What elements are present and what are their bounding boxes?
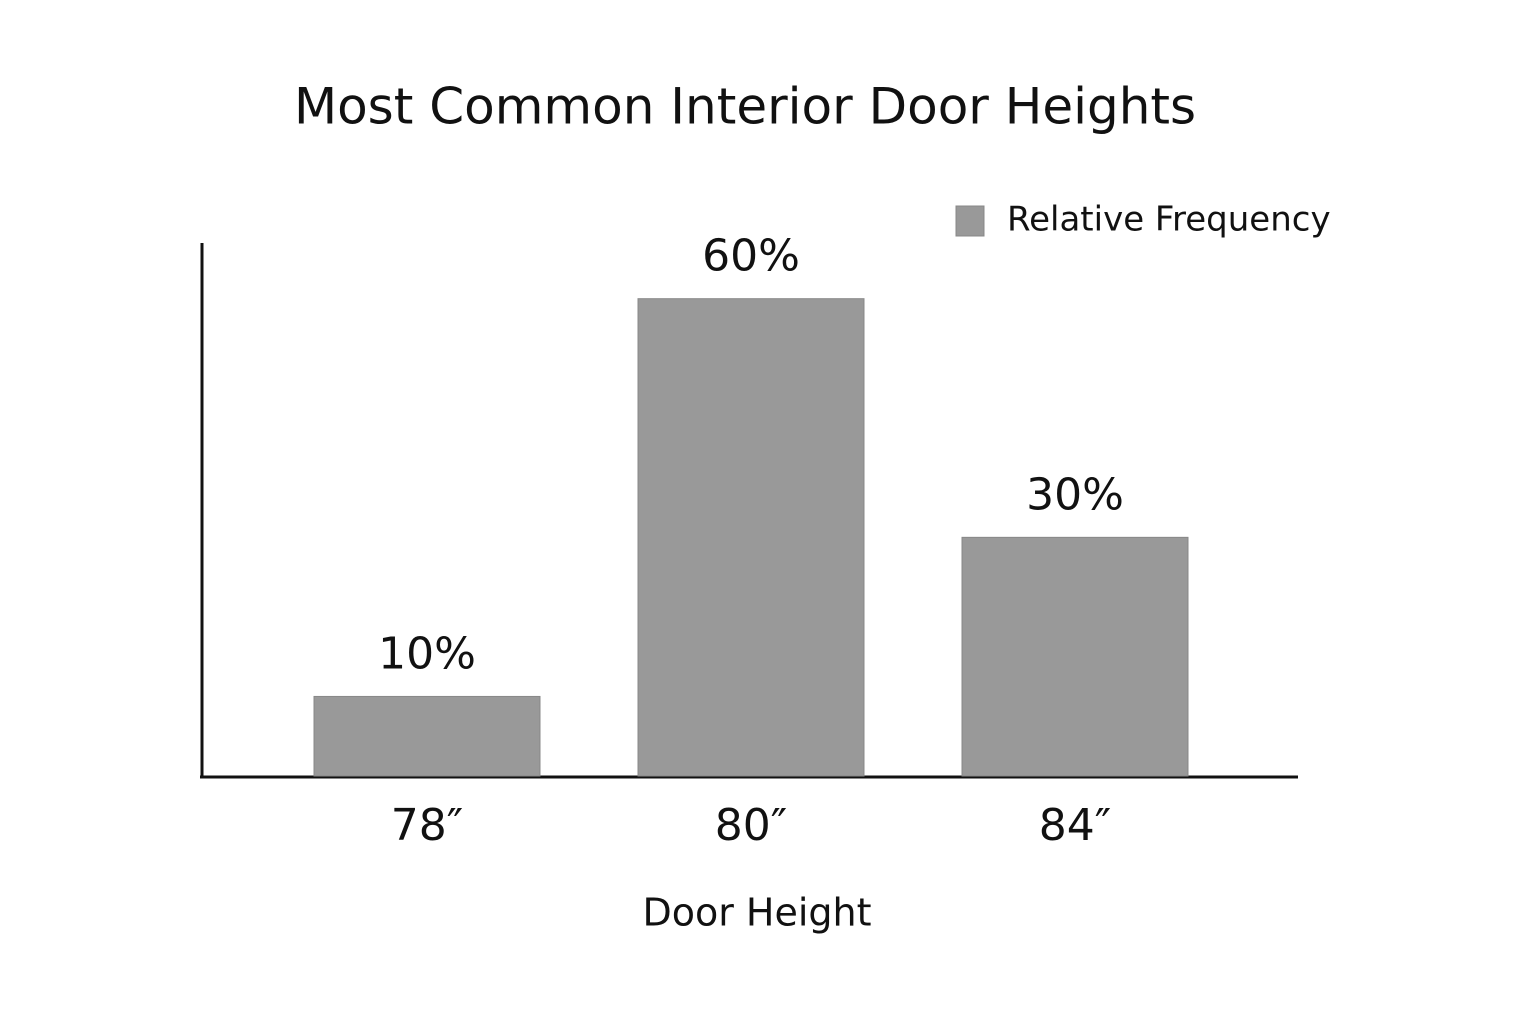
x-tick-label: 78″ [391,800,463,851]
chart-title: Most Common Interior Door Heights [294,78,1196,136]
bar [637,298,865,777]
x-tick-label: 80″ [715,800,787,851]
x-axis-label: Door Height [642,891,871,935]
value-label: 10% [378,628,476,679]
legend-swatch [955,205,985,237]
x-tick-label: 84″ [1039,800,1111,851]
bar [313,695,541,777]
bar [961,536,1189,777]
value-label: 60% [702,231,800,282]
value-label: 30% [1026,469,1124,520]
legend-label: Relative Frequency [1007,200,1331,240]
